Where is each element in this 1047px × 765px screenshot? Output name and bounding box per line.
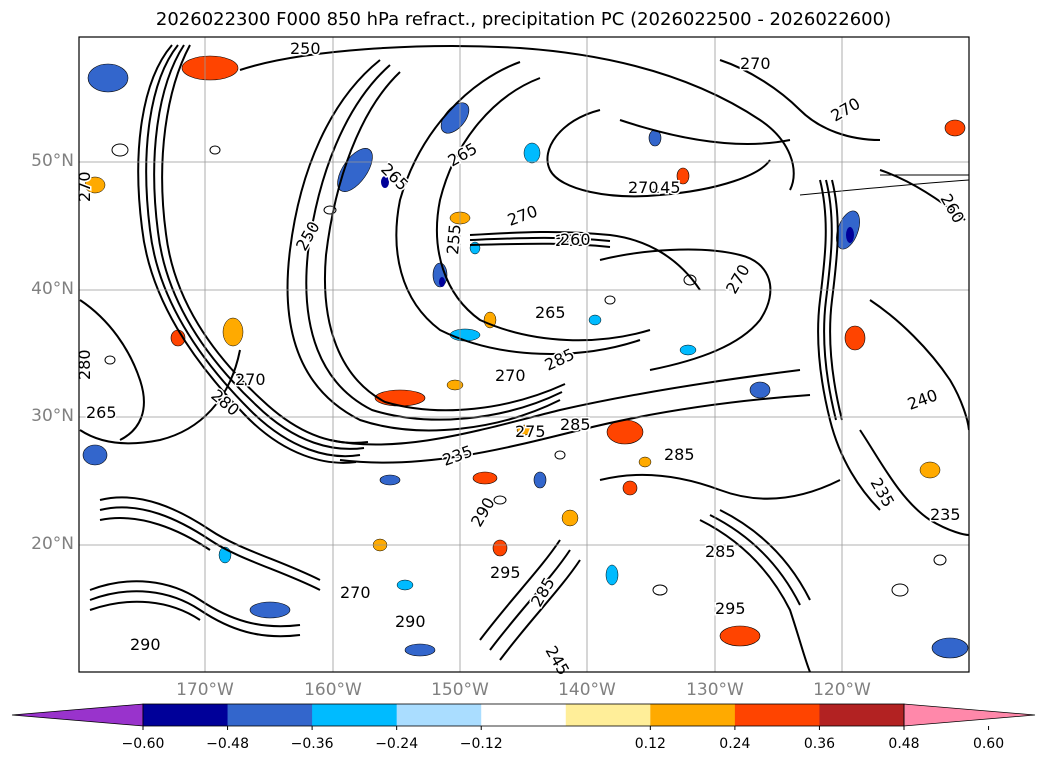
lon-label-130w: 130°W [686, 680, 744, 700]
lon-label-120w: 120°W [813, 680, 871, 700]
colorbar-segment [481, 704, 567, 726]
contour-value-label: 285 [705, 542, 736, 561]
precip-shading [82, 55, 969, 659]
contour-value-label: 265 [445, 139, 481, 171]
lon-label-160w: 160°W [304, 680, 362, 700]
colorbar-extend-low [11, 703, 144, 727]
colorbar-segment [734, 704, 820, 726]
contour-value-label: 285 [664, 445, 695, 464]
colorbar-segment [143, 704, 229, 726]
contour-value-label: 240 [905, 385, 940, 413]
contour-value-label: 270 [495, 366, 526, 385]
lat-label-40n: 40°N [31, 279, 74, 299]
colorbar-tick-label: −0.60 [121, 736, 165, 752]
contour-value-label: 295 [490, 563, 521, 582]
contour-value-label: 260 [560, 230, 591, 249]
contour-value-label: 265 [535, 303, 566, 322]
contour-lines [79, 44, 969, 672]
contour-value-label: 280 [207, 386, 243, 420]
colorbar-segment [312, 704, 398, 726]
contour-value-label: 280 [75, 349, 94, 380]
contour-value-label: 270 [828, 94, 864, 126]
colorbar-tick-label: −0.24 [375, 736, 419, 752]
colorbar-segment [227, 704, 313, 726]
colorbar-segment [819, 704, 905, 726]
colorbar-tick-label: −0.12 [459, 736, 503, 752]
colorbar-extend-high [903, 703, 1036, 727]
lat-label-50n: 50°N [31, 151, 74, 171]
colorbar-tick-label: 0.48 [888, 736, 920, 752]
contour-value-label: 290 [395, 612, 426, 631]
lat-label-20n: 20°N [31, 534, 74, 554]
contour-value-label: 245 [650, 178, 681, 197]
contour-value-label: 265 [377, 159, 412, 194]
graticule [79, 37, 969, 672]
colorbar-tick-label: 0.36 [803, 736, 836, 752]
colorbar-segment [650, 704, 736, 726]
contour-value-label: 250 [290, 39, 321, 58]
contour-value-label: 285 [527, 574, 559, 610]
contour-value-label: 290 [130, 635, 161, 654]
lon-label-140w: 140°W [558, 680, 616, 700]
contour-value-label: 270 [740, 54, 771, 73]
colorbar-tick-label: 0.12 [634, 736, 666, 752]
colorbar-tick-label: −0.36 [290, 736, 334, 752]
contour-value-label: 270 [340, 583, 371, 602]
contour-value-label: 270 [75, 171, 94, 202]
contour-value-label: 270 [722, 261, 754, 297]
lon-label-150w: 150°W [431, 680, 489, 700]
contour-value-label: 265 [86, 403, 117, 422]
colorbar-segment [396, 704, 482, 726]
contour-value-label: 265 [555, 231, 586, 250]
colorbar-segment [565, 704, 651, 726]
colorbar-tick-label: 0.60 [972, 736, 1005, 752]
contour-value-label: 270 [235, 370, 266, 389]
map-frame [78, 36, 970, 673]
contour-value-label: 260 [937, 191, 969, 227]
lon-label-170w: 170°W [176, 680, 234, 700]
contour-value-label: 255 [443, 223, 465, 255]
lat-label-30n: 30°N [31, 406, 74, 426]
colorbar [11, 703, 1036, 730]
contour-value-label: 235 [867, 475, 899, 511]
thin-contours [104, 143, 969, 597]
map-title: 2026022300 F000 850 hPa refract., precip… [155, 9, 892, 30]
contour-value-label: 270 [628, 178, 659, 197]
colorbar-tick-label: 0.24 [719, 736, 751, 752]
contour-value-label: 270 [505, 201, 540, 229]
contour-value-label: 275 [515, 422, 546, 441]
contour-value-label: 250 [292, 218, 324, 254]
colorbar-frame [142, 703, 905, 727]
contour-value-label: 235 [930, 505, 961, 524]
contour-value-label: 245 [542, 643, 574, 679]
contour-value-label: 285 [542, 344, 578, 374]
contour-value-label: 295 [715, 599, 746, 618]
contour-value-label: 285 [560, 415, 591, 434]
contour-value-label: 235 [440, 441, 475, 469]
colorbar-tick-label: −0.48 [206, 736, 249, 752]
